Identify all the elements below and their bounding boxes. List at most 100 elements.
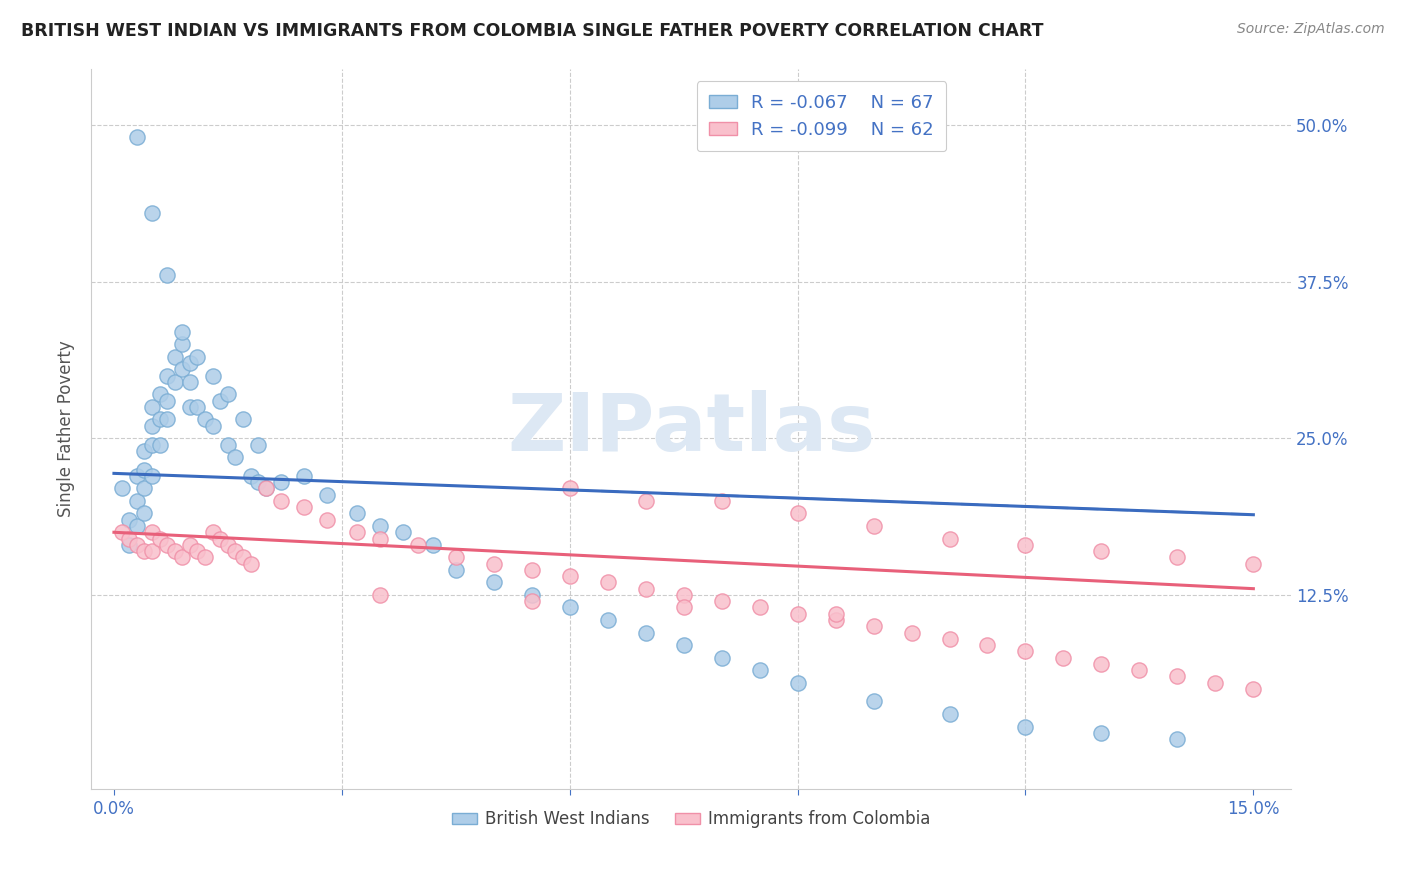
Point <box>1090 726 1112 740</box>
Y-axis label: Single Father Poverty: Single Father Poverty <box>58 341 75 517</box>
Point <box>1052 650 1074 665</box>
Point <box>1090 544 1112 558</box>
Point <box>186 350 208 364</box>
Text: BRITISH WEST INDIAN VS IMMIGRANTS FROM COLOMBIA SINGLE FATHER POVERTY CORRELATIO: BRITISH WEST INDIAN VS IMMIGRANTS FROM C… <box>21 22 1043 40</box>
Point <box>148 532 170 546</box>
Legend: British West Indians, Immigrants from Colombia: British West Indians, Immigrants from Co… <box>446 804 938 835</box>
Point <box>254 482 277 496</box>
Text: Source: ZipAtlas.com: Source: ZipAtlas.com <box>1237 22 1385 37</box>
Point <box>141 544 163 558</box>
Point <box>1166 732 1188 747</box>
Point <box>179 538 201 552</box>
Point <box>406 538 429 552</box>
Point <box>672 600 695 615</box>
Point <box>520 588 543 602</box>
Point <box>118 513 141 527</box>
Point <box>391 525 413 540</box>
Point <box>824 613 846 627</box>
Point <box>125 494 148 508</box>
Point <box>482 557 505 571</box>
Point <box>163 375 186 389</box>
Point <box>163 350 186 364</box>
Point <box>558 569 581 583</box>
Point <box>186 400 208 414</box>
Point <box>862 619 884 633</box>
Point <box>1166 550 1188 565</box>
Point <box>292 500 315 515</box>
Point <box>217 538 239 552</box>
Point <box>444 550 467 565</box>
Point <box>134 544 156 558</box>
Point <box>172 362 194 376</box>
Point <box>179 375 201 389</box>
Point <box>247 475 270 490</box>
Point <box>520 563 543 577</box>
Point <box>1166 669 1188 683</box>
Point <box>156 538 179 552</box>
Point <box>710 494 733 508</box>
Point <box>141 418 163 433</box>
Point <box>346 507 368 521</box>
Point <box>786 675 808 690</box>
Point <box>900 625 922 640</box>
Point <box>239 557 262 571</box>
Point <box>710 594 733 608</box>
Point <box>1204 675 1226 690</box>
Point <box>634 494 657 508</box>
Point <box>201 418 224 433</box>
Point <box>596 613 619 627</box>
Point <box>1014 538 1036 552</box>
Point <box>141 400 163 414</box>
Point <box>938 632 960 646</box>
Point <box>118 538 141 552</box>
Point <box>156 368 179 383</box>
Point <box>186 544 208 558</box>
Point <box>422 538 444 552</box>
Point <box>125 468 148 483</box>
Point <box>134 482 156 496</box>
Point <box>862 519 884 533</box>
Point <box>862 694 884 708</box>
Point <box>1241 557 1264 571</box>
Point <box>224 450 246 464</box>
Point <box>1014 644 1036 658</box>
Point <box>558 482 581 496</box>
Point <box>824 607 846 621</box>
Point <box>482 575 505 590</box>
Point <box>172 550 194 565</box>
Point <box>748 663 770 677</box>
Point <box>634 582 657 596</box>
Point <box>148 412 170 426</box>
Point <box>292 468 315 483</box>
Point <box>201 368 224 383</box>
Point <box>141 525 163 540</box>
Point <box>110 525 132 540</box>
Point <box>156 393 179 408</box>
Point <box>209 393 232 408</box>
Point <box>315 513 337 527</box>
Point <box>163 544 186 558</box>
Text: ZIPatlas: ZIPatlas <box>508 390 876 468</box>
Point <box>134 507 156 521</box>
Point <box>148 387 170 401</box>
Point <box>194 412 217 426</box>
Point <box>976 638 998 652</box>
Point <box>141 468 163 483</box>
Point <box>368 532 391 546</box>
Point <box>232 550 254 565</box>
Point <box>1241 681 1264 696</box>
Point <box>172 337 194 351</box>
Point <box>239 468 262 483</box>
Point <box>672 588 695 602</box>
Point <box>346 525 368 540</box>
Point <box>179 400 201 414</box>
Point <box>1128 663 1150 677</box>
Point <box>134 443 156 458</box>
Point <box>786 507 808 521</box>
Point <box>134 462 156 476</box>
Point <box>1014 720 1036 734</box>
Point <box>315 488 337 502</box>
Point <box>156 412 179 426</box>
Point <box>270 494 292 508</box>
Point <box>194 550 217 565</box>
